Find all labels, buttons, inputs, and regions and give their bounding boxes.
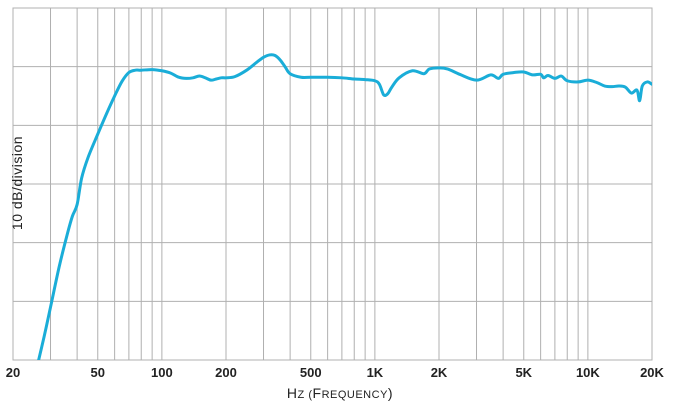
x-tick-label: 20K [640,365,664,380]
grid-layer [12,7,653,361]
frequency-response-line [37,53,652,360]
y-axis-title: 10 dB/division [9,136,25,230]
label-layer: 20 50 100 200 500 1K 2K 5K 10K 20K [6,365,665,380]
x-tick-label: 100 [151,365,173,380]
x-tick-label: 5K [515,365,532,380]
x-tick-label: 1K [367,365,384,380]
line-layer [37,53,652,360]
x-tick-label: 10K [576,365,600,380]
x-tick-label: 50 [91,365,105,380]
x-tick-label: 500 [300,365,322,380]
x-axis-title: HZ (FREQUENCY) [287,385,393,401]
x-tick-label: 200 [215,365,237,380]
x-tick-label: 2K [431,365,448,380]
x-tick-label: 20 [6,365,20,380]
